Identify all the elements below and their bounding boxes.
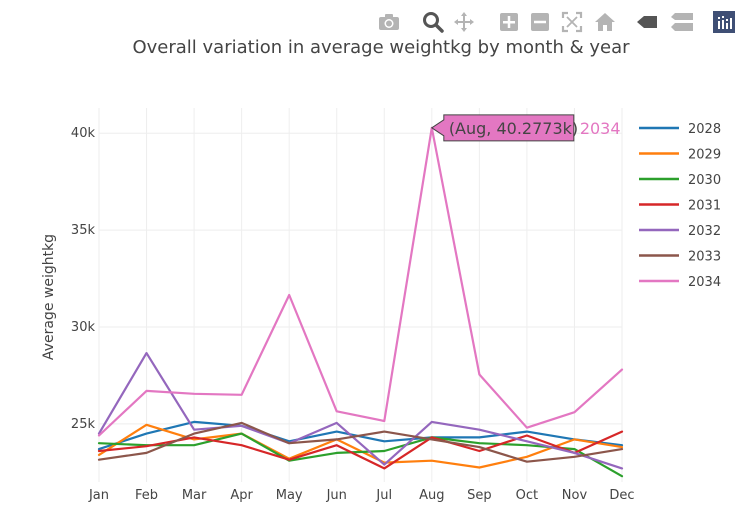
- legend-item-2031[interactable]: 2031: [639, 199, 721, 214]
- series-layer: [97, 126, 624, 478]
- spike-lines-icon[interactable]: [635, 10, 659, 34]
- series-line-2030[interactable]: [97, 432, 624, 478]
- x-tick-label: Nov: [562, 488, 588, 503]
- axis-layer: Jan Feb Mar Apr May Jun Jul Aug Sep Oct Nov Dec 25k 3…: [71, 126, 635, 503]
- pan-icon[interactable]: [452, 10, 476, 34]
- autoscale-icon[interactable]: [560, 10, 584, 34]
- y-axis-title: Average weightkg: [41, 234, 57, 360]
- y-tick-label: 25k: [71, 417, 96, 432]
- y-tick-label: 35k: [71, 223, 96, 238]
- home-icon[interactable]: [593, 10, 617, 34]
- compare-data-icon[interactable]: [668, 10, 696, 34]
- y-tick-label: 40k: [71, 126, 96, 141]
- y-tick-label: 30k: [71, 320, 96, 335]
- legend-item-2034[interactable]: 2034: [639, 275, 721, 290]
- hover-box: [430, 114, 575, 142]
- legend-label: 2028: [688, 122, 721, 137]
- zoom-out-icon[interactable]: [528, 10, 552, 34]
- plotly-logo-icon[interactable]: [712, 10, 736, 34]
- chart-title: Overall variation in average weightkg by…: [132, 37, 630, 58]
- x-tick-label: Mar: [182, 488, 207, 503]
- grid-layer: [98, 108, 623, 482]
- legend-item-2033[interactable]: 2033: [639, 250, 721, 265]
- x-tick-label: May: [276, 488, 303, 503]
- x-tick-label: Jan: [88, 488, 109, 503]
- series-line-2031[interactable]: [97, 430, 624, 470]
- zoom-in-icon[interactable]: [497, 10, 521, 34]
- series-line-2034[interactable]: [97, 126, 624, 437]
- x-tick-label: Feb: [135, 488, 158, 503]
- x-tick-label: Dec: [609, 488, 634, 503]
- hover-label: (Aug, 40.2773k) 2034: [430, 114, 621, 142]
- legend-label: 2034: [688, 275, 721, 290]
- x-tick-label: Oct: [516, 488, 538, 503]
- x-tick-label: Aug: [419, 488, 444, 503]
- camera-icon[interactable]: [377, 10, 401, 34]
- legend-label: 2031: [688, 199, 721, 214]
- legend: 2028 2029 2030 2031 2032 2033 2034: [639, 122, 721, 290]
- x-tick-label: Apr: [230, 488, 253, 503]
- legend-item-2028[interactable]: 2028: [639, 122, 721, 137]
- modebar: [0, 10, 746, 36]
- zoom-icon[interactable]: [421, 10, 445, 34]
- legend-item-2030[interactable]: 2030: [639, 173, 721, 188]
- legend-label: 2033: [688, 250, 721, 265]
- legend-label: 2032: [688, 224, 721, 239]
- legend-label: 2029: [688, 148, 721, 163]
- legend-item-2032[interactable]: 2032: [639, 224, 721, 239]
- hover-series-name: 2034: [580, 119, 621, 138]
- legend-item-2029[interactable]: 2029: [639, 148, 721, 163]
- x-tick-label: Jun: [326, 488, 347, 503]
- x-tick-label: Sep: [467, 488, 492, 503]
- series-line-2032[interactable]: [97, 352, 624, 470]
- hover-value-text: (Aug, 40.2773k): [449, 119, 578, 138]
- legend-label: 2030: [688, 173, 721, 188]
- series-line-2033[interactable]: [97, 421, 624, 463]
- x-tick-label: Jul: [375, 488, 392, 503]
